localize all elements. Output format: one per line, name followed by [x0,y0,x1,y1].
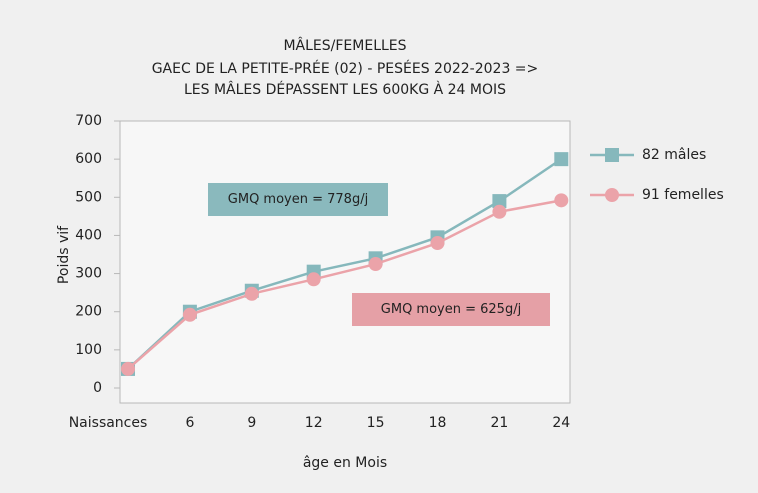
y-tick-label: 100 [75,342,102,358]
x-tick-label: 21 [490,415,508,431]
annotation-text: GMQ moyen = 625g/j [381,302,521,317]
y-tick-label: 0 [93,380,102,396]
x-tick-label: 6 [185,415,194,431]
data-point [554,193,569,208]
x-tick-label: Naissances [69,415,148,431]
x-tick-label: 12 [305,415,323,431]
annotation-text: GMQ moyen = 778g/j [228,192,368,207]
y-tick-label: 300 [75,266,102,282]
data-point [492,194,507,209]
data-point [492,204,507,219]
legend-marker [605,188,619,202]
data-point [430,236,445,251]
data-point [121,361,135,376]
chart-title: GAEC DE LA PETITE-PRÉE (02) - PESÉES 202… [152,60,539,77]
x-tick-label: 18 [429,415,447,431]
data-point [244,286,259,301]
data-point [554,152,569,167]
chart-title: MÂLES/FEMELLES [283,36,406,54]
annotation-box [352,293,550,326]
y-tick-label: 200 [75,304,102,320]
x-tick-label: 9 [247,415,256,431]
y-axis-label: Poids vif [56,225,72,284]
y-tick-label: 400 [75,227,102,243]
data-point [368,257,383,272]
data-point [182,307,197,322]
y-tick-label: 500 [75,189,102,205]
series-line [127,158,563,370]
x-tick-label: 24 [552,415,570,431]
y-tick-label: 700 [75,113,102,129]
series-line [127,199,562,370]
chart-title: LES MÂLES DÉPASSENT LES 600KG À 24 MOIS [184,80,506,98]
plot-area [119,120,571,404]
y-tick-label: 600 [75,151,102,167]
x-axis-label: âge en Mois [303,455,387,471]
legend-label: 82 mâles [642,147,706,163]
x-tick-label: 15 [367,415,385,431]
data-point [306,272,321,287]
legend-marker [605,148,619,162]
annotation-box [208,183,388,216]
legend-label: 91 femelles [642,187,724,203]
